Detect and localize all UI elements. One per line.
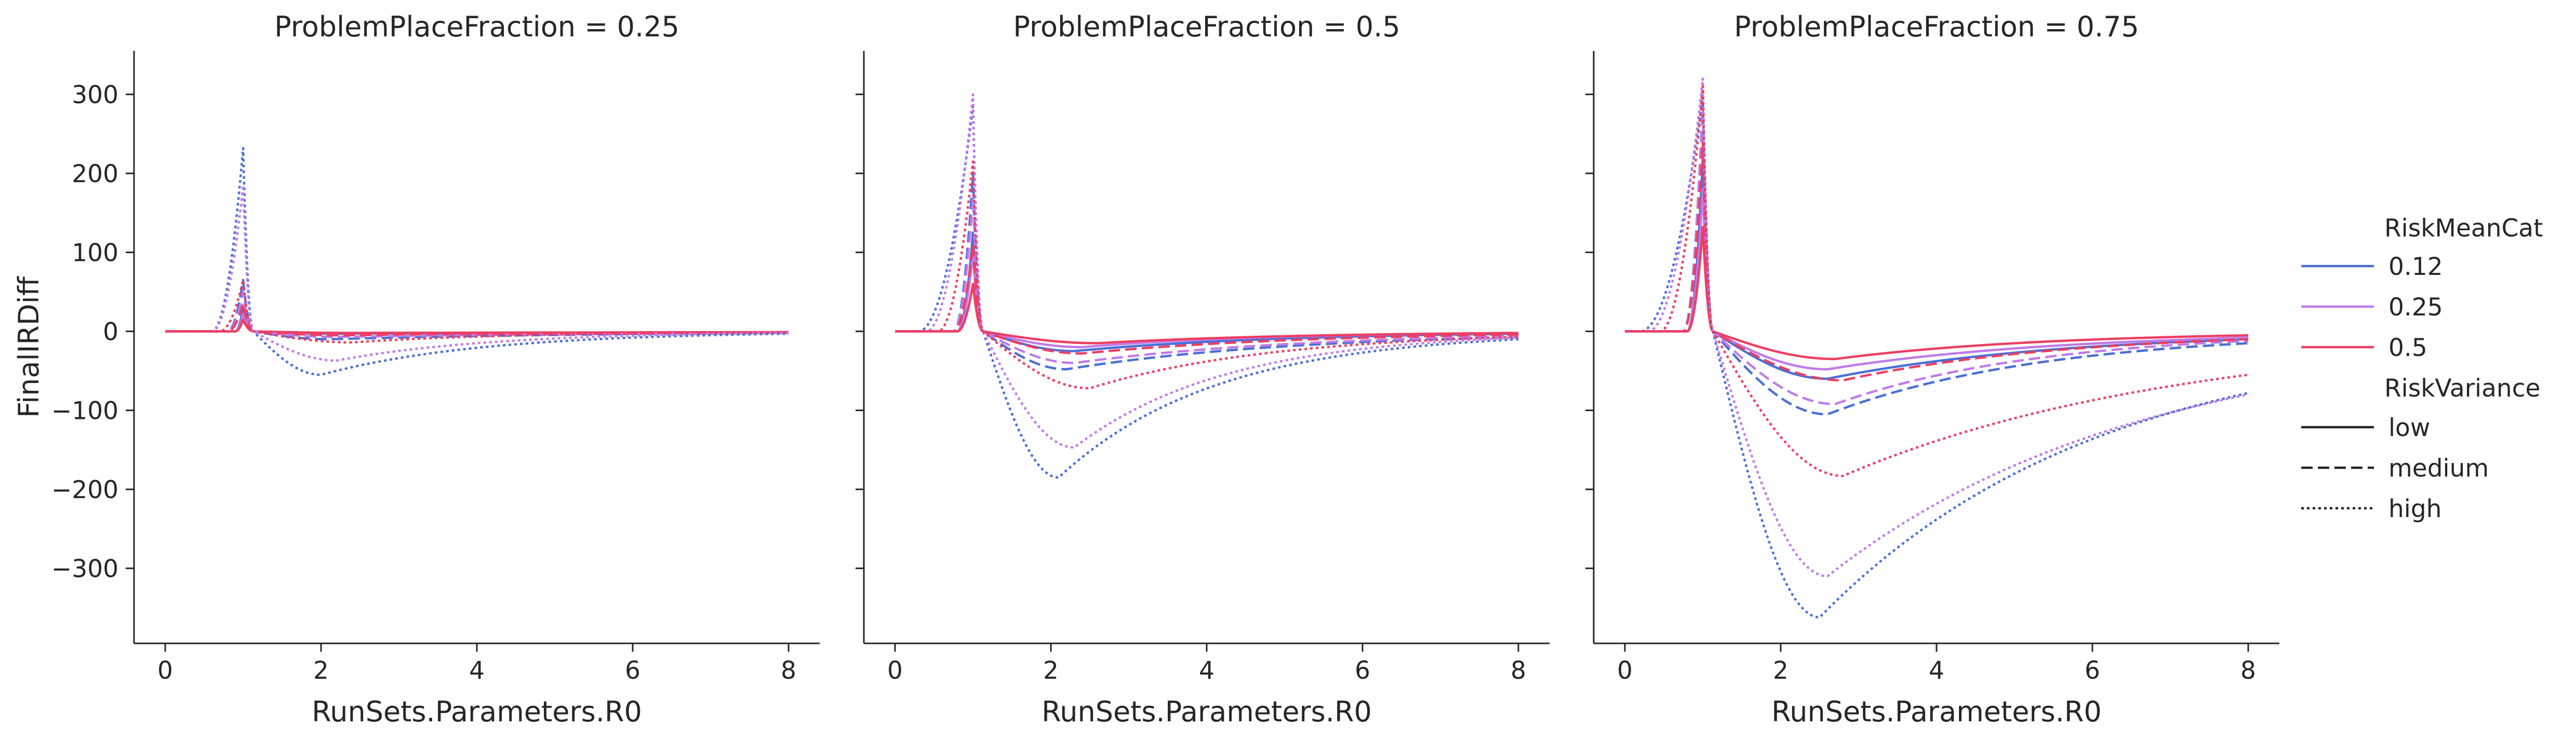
legend-hue-entry-0: 0.12 xyxy=(2301,253,2443,281)
legend-label-low: low xyxy=(2388,414,2430,442)
legend-label-medium: medium xyxy=(2388,454,2489,483)
series-line-0.25-low xyxy=(165,312,789,334)
series-line-0.5-medium xyxy=(1624,140,2249,382)
x-tick-label: 8 xyxy=(1511,656,1526,685)
x-tick-label: 6 xyxy=(1355,656,1370,685)
series-line-0.12-high xyxy=(895,105,1519,479)
x-axis-label: RunSets.Parameters.R0 xyxy=(312,695,642,728)
x-tick-label: 4 xyxy=(1199,656,1214,685)
series-line-0.5-medium xyxy=(895,243,1519,355)
y-tick-label: 0 xyxy=(103,318,118,347)
y-tick-label: −300 xyxy=(51,555,118,584)
series-line-0.12-medium xyxy=(1624,101,2249,416)
y-tick-label: 300 xyxy=(72,81,118,110)
panel-2: ProblemPlaceFraction = 0.75 0 2 4 6 8 RunSets.… xyxy=(1585,10,2279,728)
series-line-0.25-high xyxy=(1624,77,2249,578)
legend-label-0.5: 0.5 xyxy=(2388,334,2427,362)
x-tick-label: 2 xyxy=(1773,656,1788,685)
series-line-0.25-high xyxy=(895,93,1519,449)
series-line-0.25-high xyxy=(165,184,789,362)
series-line-0.5-low xyxy=(1624,226,2249,361)
legend-hue-title: RiskMeanCat xyxy=(2384,214,2543,243)
x-tick-label: 6 xyxy=(2085,656,2100,685)
x-tick-label: 6 xyxy=(625,656,640,685)
series-line-0.5-high xyxy=(895,160,1519,390)
y-tick-label: −200 xyxy=(51,476,118,505)
x-tick-label: 4 xyxy=(469,656,485,685)
legend-style-entry-low: low xyxy=(2301,414,2430,442)
x-tick-label: 0 xyxy=(157,656,173,685)
panel-1: ProblemPlaceFraction = 0.5 0 2 4 6 8 RunSets.P… xyxy=(856,10,1550,728)
legend-hue-entry-2: 0.5 xyxy=(2301,334,2427,362)
series-line-0.5-medium xyxy=(165,302,789,337)
panel-0: ProblemPlaceFraction = 0.25 0 2 4 6 8 RunSets.… xyxy=(12,10,820,728)
panel-title-1: ProblemPlaceFraction = 0.5 xyxy=(1013,10,1400,43)
legend-hue-entry-1: 0.25 xyxy=(2301,293,2443,322)
x-tick-label: 8 xyxy=(781,656,796,685)
y-tick-label: −100 xyxy=(51,397,118,426)
series-line-0.25-medium xyxy=(165,291,789,338)
series-line-0.5-low xyxy=(895,283,1519,345)
legend-label-0.25: 0.25 xyxy=(2388,293,2443,322)
series-line-0.12-low xyxy=(165,306,789,335)
legend: RiskMeanCat 0.12 0.25 0.5 RiskVariance l… xyxy=(2301,214,2543,523)
series-line-0.12-high xyxy=(165,147,789,376)
legend-label-high: high xyxy=(2388,495,2441,523)
x-tick-label: 0 xyxy=(887,656,903,685)
legend-label-0.12: 0.12 xyxy=(2388,253,2443,281)
series-line-0.25-medium xyxy=(895,195,1519,364)
x-axis-label: RunSets.Parameters.R0 xyxy=(1042,695,1372,728)
x-tick-label: 0 xyxy=(1617,656,1633,685)
x-axis-label: RunSets.Parameters.R0 xyxy=(1771,695,2102,728)
panel-title-2: ProblemPlaceFraction = 0.75 xyxy=(1734,10,2139,43)
x-tick-label: 4 xyxy=(1929,656,1944,685)
series-line-0.5-high xyxy=(1624,85,2249,478)
legend-style-entry-high: high xyxy=(2301,495,2441,523)
y-tick-label: 100 xyxy=(72,239,118,268)
x-tick-label: 2 xyxy=(313,656,329,685)
series-line-0.25-medium xyxy=(1624,109,2249,405)
panels: ProblemPlaceFraction = 0.25 0 2 4 6 8 RunSets.… xyxy=(12,10,2279,728)
series-line-0.12-high xyxy=(1624,93,2249,619)
panel-title-0: ProblemPlaceFraction = 0.25 xyxy=(274,10,679,43)
legend-style-title: RiskVariance xyxy=(2384,374,2540,403)
legend-style-entry-medium: medium xyxy=(2301,454,2489,483)
x-tick-label: 2 xyxy=(1043,656,1059,685)
y-axis-label: FinalIRDiff xyxy=(12,275,45,417)
series-line-0.5-high xyxy=(165,279,789,344)
y-tick-label: 200 xyxy=(72,160,118,189)
x-tick-label: 8 xyxy=(2240,656,2256,685)
